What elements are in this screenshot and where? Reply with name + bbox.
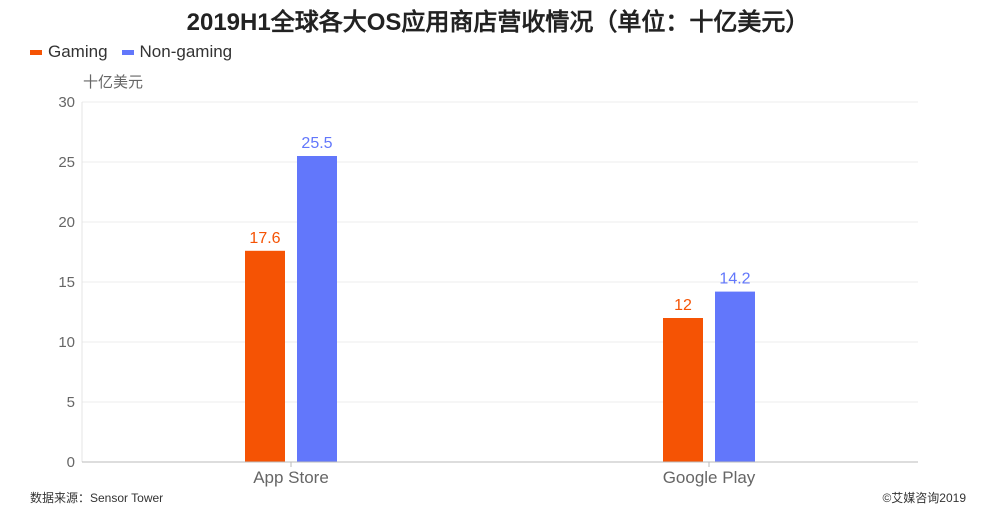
y-tick-label: 5 [67, 394, 75, 411]
bar-non-gaming-google-play[interactable] [715, 291, 755, 462]
legend-item-gaming[interactable]: Gaming [30, 42, 108, 62]
x-tick-label: Google Play [663, 468, 756, 487]
legend-swatch-gaming [30, 49, 42, 55]
legend-item-non-gaming[interactable]: Non-gaming [121, 42, 233, 62]
y-tick-label: 20 [58, 214, 75, 231]
bar-non-gaming-app-store[interactable] [297, 156, 337, 462]
y-tick-label: 0 [67, 454, 75, 471]
y-axis-ticks: 0 5 10 15 20 25 30 [58, 94, 75, 471]
gridlines [81, 101, 918, 462]
legend-label-gaming: Gaming [48, 42, 108, 61]
bar-gaming-app-store[interactable] [245, 250, 285, 462]
legend-label-non-gaming: Non-gaming [139, 42, 233, 61]
data-label: 14.2 [719, 271, 750, 288]
source-note: 数据来源：Sensor Tower [30, 491, 164, 505]
data-label: 25.5 [301, 135, 332, 152]
legend-swatch-non-gaming [121, 49, 134, 55]
y-tick-label: 30 [58, 94, 75, 111]
bars [245, 156, 755, 462]
bar-gaming-google-play[interactable] [663, 318, 703, 462]
legend: Gaming Non-gaming [30, 42, 232, 62]
chart-title: 2019H1全球各大OS应用商店营收情况（单位：十亿美元） [186, 9, 810, 36]
data-labels: 17.6 25.5 12 14.2 [249, 135, 750, 314]
x-axis-ticks: App Store Google Play [253, 462, 756, 487]
y-axis-label: 十亿美元 [83, 74, 143, 91]
copyright-note: ©艾媒咨询2019 [882, 491, 966, 505]
y-tick-label: 10 [58, 334, 75, 351]
data-label: 17.6 [249, 230, 280, 247]
y-tick-label: 25 [58, 154, 75, 171]
data-label: 12 [674, 297, 692, 314]
y-tick-label: 15 [58, 274, 75, 291]
x-tick-label: App Store [253, 468, 329, 487]
